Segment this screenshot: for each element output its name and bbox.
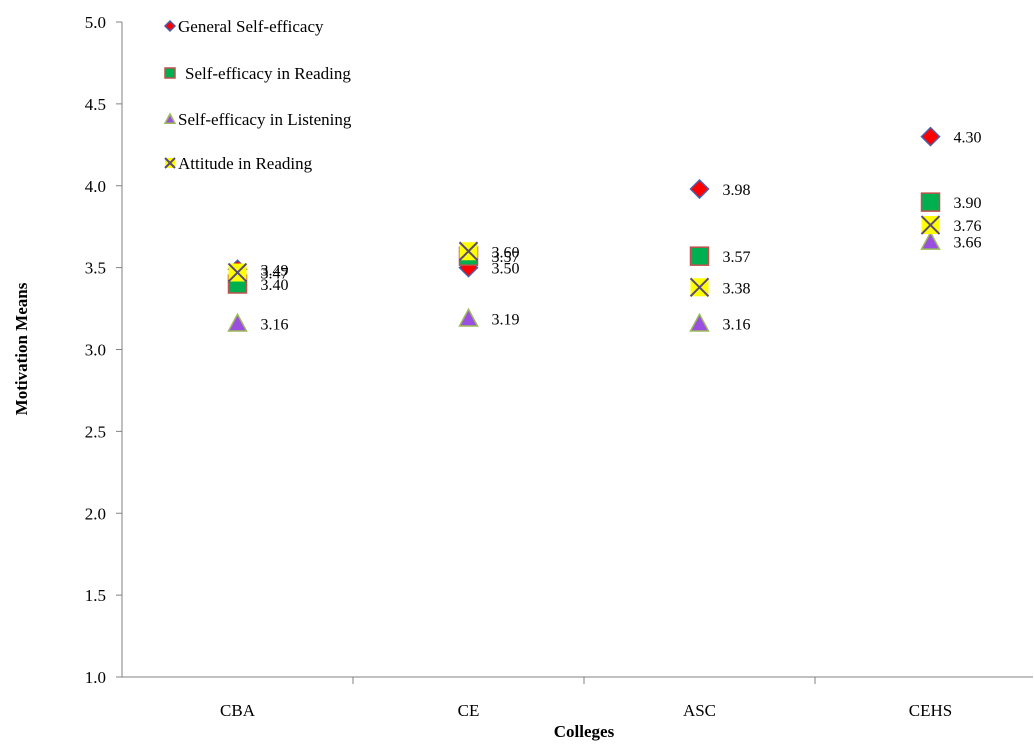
x-tick-label-ce: CE	[458, 701, 480, 720]
legend-marker-self-efficacy-in-listening	[163, 112, 177, 124]
data-label-self-efficacy-in-listening-ce: 3.19	[492, 311, 520, 328]
point-self-efficacy-in-listening-ce	[458, 307, 479, 327]
data-label-general-self-efficacy-cba: 3.49	[261, 262, 289, 279]
y-tick-label: 4.5	[85, 95, 106, 114]
data-label-self-efficacy-in-listening-asc: 3.16	[723, 316, 751, 333]
legend-marker-general-self-efficacy	[163, 19, 177, 33]
y-axis-title: Motivation Means	[12, 282, 31, 415]
x-axis-ticks: CBA CE ASC CEHS	[220, 677, 952, 720]
x-tick-label-cba: CBA	[220, 701, 256, 720]
point-attitude-in-reading-asc	[689, 277, 710, 297]
x-marker-stroke	[164, 157, 176, 169]
legend: General Self-efficacy Self-efficacy in Re…	[163, 17, 352, 173]
point-self-efficacy-in-reading-asc	[689, 246, 710, 266]
data-label-attitude-in-reading-cehs: 3.76	[954, 218, 982, 235]
legend-label-self-efficacy-in-listening: Self-efficacy in Listening	[178, 110, 352, 129]
data-label-general-self-efficacy-asc: 3.98	[723, 182, 751, 199]
point-general-self-efficacy-asc	[689, 178, 710, 200]
legend-label-attitude-in-reading: Attitude in Reading	[178, 154, 313, 173]
data-label-self-efficacy-in-listening-cba: 3.16	[261, 316, 289, 333]
y-tick-label: 4.0	[85, 177, 106, 196]
point-self-efficacy-in-reading-cehs	[920, 192, 941, 212]
data-label-general-self-efficacy-ce: 3.50	[492, 261, 520, 278]
point-attitude-in-reading-cehs	[920, 215, 941, 235]
y-tick-label: 3.0	[85, 341, 106, 360]
data-labels: 3.49 3.50 3.98 4.30 3.40 3.57 3.57 3.90 3.16 3.19…	[261, 130, 982, 334]
x-marker-stroke	[689, 277, 710, 297]
x-tick-label-cehs: CEHS	[909, 701, 952, 720]
y-tick-label: 1.5	[85, 586, 106, 605]
point-self-efficacy-in-listening-cba	[227, 312, 248, 332]
point-self-efficacy-in-listening-asc	[689, 312, 710, 332]
point-general-self-efficacy-cehs	[920, 126, 941, 147]
point-attitude-in-reading-ce	[458, 241, 479, 261]
data-label-self-efficacy-in-listening-cehs: 3.66	[954, 234, 982, 251]
data-label-attitude-in-reading-cba: 3.47	[261, 266, 289, 283]
data-points	[227, 126, 941, 332]
x-marker-stroke	[458, 241, 479, 261]
point-attitude-in-reading-cba	[227, 262, 248, 283]
x-axis-title: Colleges	[554, 722, 615, 741]
y-tick-label: 2.0	[85, 504, 106, 523]
data-label-self-efficacy-in-reading-cba: 3.40	[261, 277, 289, 294]
data-label-attitude-in-reading-asc: 3.38	[723, 280, 751, 297]
x-marker-stroke	[227, 262, 248, 283]
data-label-self-efficacy-in-reading-cehs: 3.90	[954, 195, 982, 212]
data-label-self-efficacy-in-reading-asc: 3.57	[723, 249, 751, 266]
legend-label-self-efficacy-in-reading: Self-efficacy in Reading	[185, 64, 351, 83]
x-tick-label-asc: ASC	[683, 701, 716, 720]
legend-marker-self-efficacy-in-reading	[164, 67, 176, 79]
y-axis-ticks: 1.0 1.5 2.0 2.5 3.0 3.5 4.0 4.5 5.0	[85, 13, 122, 687]
y-tick-label: 5.0	[85, 13, 106, 32]
x-marker-stroke	[920, 215, 941, 235]
legend-label-general-self-efficacy: General Self-efficacy	[178, 17, 324, 36]
data-label-attitude-in-reading-ce: 3.60	[492, 244, 520, 261]
data-label-general-self-efficacy-cehs: 4.30	[954, 130, 982, 147]
y-tick-label: 3.5	[85, 259, 106, 278]
point-self-efficacy-in-listening-cehs	[920, 230, 941, 250]
y-tick-label: 1.0	[85, 668, 106, 687]
data-label-self-efficacy-in-reading-ce: 3.57	[492, 249, 520, 266]
legend-marker-attitude-in-reading	[164, 157, 176, 169]
y-tick-label: 2.5	[85, 422, 106, 441]
